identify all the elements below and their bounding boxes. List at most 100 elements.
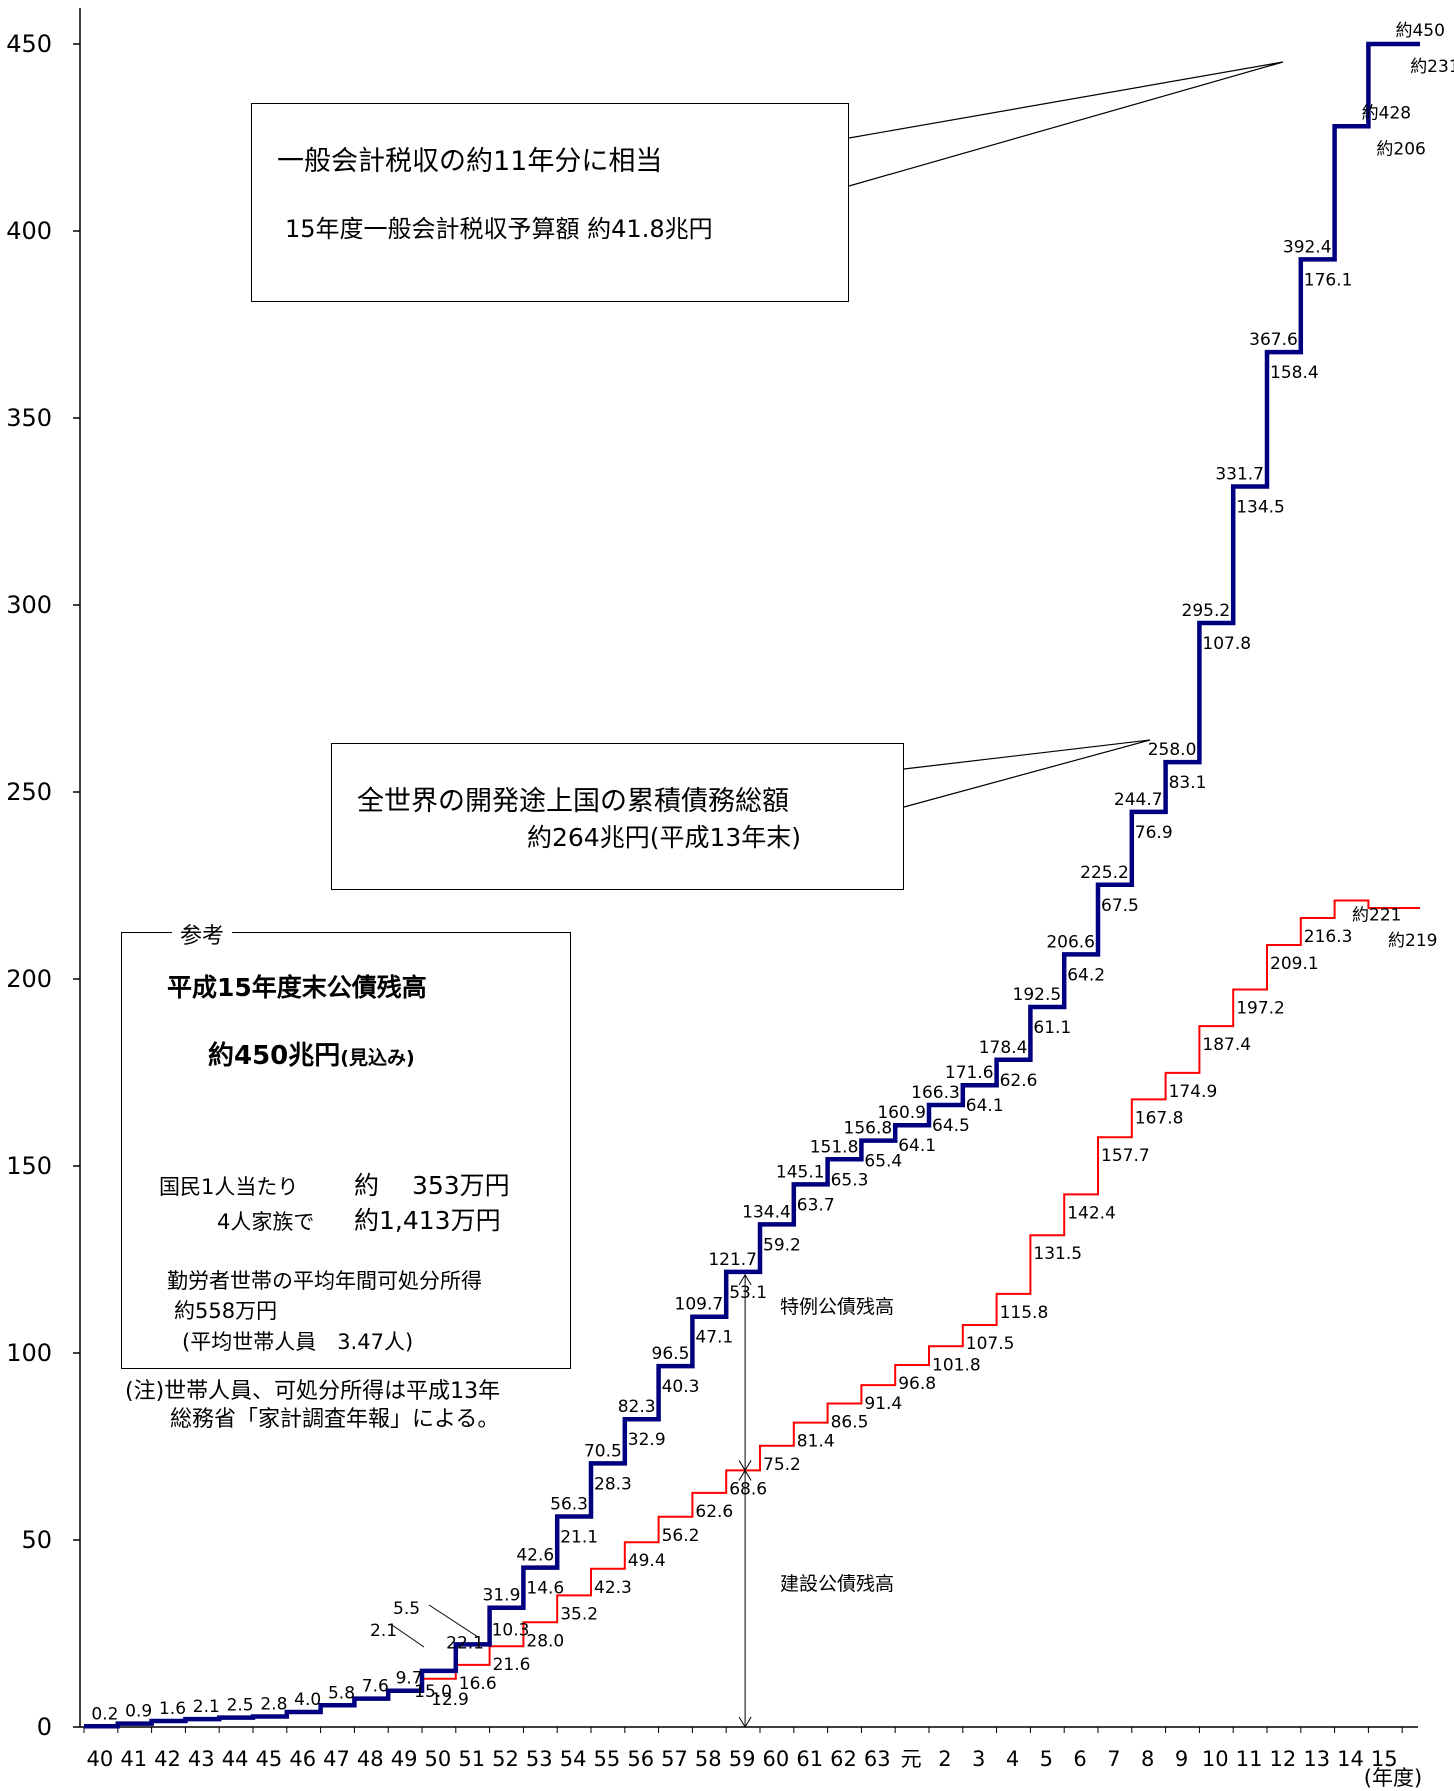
special-value-label: 134.5 — [1236, 497, 1285, 517]
x-tick-label: 44 — [222, 1747, 249, 1771]
total-value-label: 4.0 — [294, 1690, 321, 1710]
per-capita-label: 国民1人当たり — [159, 1175, 299, 1199]
x-tick-label: 13 — [1303, 1747, 1330, 1771]
x-tick-label: 10 — [1202, 1747, 1229, 1771]
special-value-label: 約206 — [1376, 139, 1425, 159]
construction-value-label: 91.4 — [864, 1394, 902, 1414]
x-tick-label: 2 — [938, 1747, 951, 1771]
x-tick-label: 43 — [188, 1747, 215, 1771]
x-tick-label: 62 — [830, 1747, 857, 1771]
ref-amount: 約450兆円(見込み) — [208, 1035, 415, 1072]
total-value-label: 121.7 — [708, 1250, 757, 1270]
footnote-line1: (注)世帯人員、可処分所得は平成13年 — [125, 1379, 501, 1404]
x-tick-label: 7 — [1107, 1747, 1120, 1771]
construction-value-label: 86.5 — [831, 1412, 869, 1432]
family-label: 4人家族で — [217, 1210, 315, 1234]
special-value-label: 64.2 — [1067, 965, 1105, 985]
construction-value-label: 209.1 — [1270, 954, 1319, 974]
x-axis-title: (年度) — [1364, 1766, 1422, 1790]
construction-value-label: 35.2 — [560, 1604, 598, 1624]
total-value-label: 31.9 — [483, 1586, 521, 1606]
total-value-label: 5.8 — [328, 1683, 355, 1703]
x-tick-label: 48 — [357, 1747, 384, 1771]
x-tick-label: 11 — [1236, 1747, 1263, 1771]
construction-value-label: 75.2 — [763, 1455, 801, 1475]
footnote-line2: 総務省「家計調査年報」による。 — [170, 1407, 500, 1432]
total-value-label: 2.8 — [260, 1695, 287, 1715]
special-bond-label: 特例公債残高 — [780, 1296, 894, 1318]
special-value-label: 10.3 — [492, 1621, 530, 1641]
tax-callout-pointer — [848, 61, 1284, 187]
arrow-head-icon — [738, 1273, 752, 1286]
x-tick-label: 63 — [864, 1747, 891, 1771]
total-value-label: 2.1 — [193, 1697, 220, 1717]
construction-value-label: 49.4 — [628, 1551, 666, 1571]
special-value-label: 21.1 — [560, 1527, 598, 1547]
total-value-label: 160.9 — [877, 1103, 926, 1123]
total-value-label: 15.0 — [414, 1682, 452, 1702]
y-tick-label: 400 — [6, 217, 52, 245]
special-value-label: 59.2 — [763, 1235, 801, 1255]
construction-value-label: 28.0 — [526, 1631, 564, 1651]
construction-value-label: 197.2 — [1236, 998, 1285, 1018]
special-value-label: 5.5 — [393, 1599, 420, 1619]
construction-value-label: 81.4 — [797, 1432, 835, 1452]
x-tick-label: 61 — [796, 1747, 823, 1771]
total-value-label: 82.3 — [618, 1397, 656, 1417]
total-value-label: 258.0 — [1148, 740, 1197, 760]
total-value-label: 225.2 — [1080, 863, 1129, 883]
reference-legend: 参考 — [172, 918, 233, 950]
special-value-label: 61.1 — [1033, 1018, 1071, 1038]
special-value-label: 2.1 — [370, 1621, 397, 1641]
total-value-label: 206.6 — [1046, 932, 1095, 952]
total-value-label: 156.8 — [844, 1119, 893, 1139]
x-tick-label: 60 — [763, 1747, 790, 1771]
arrow-head-icon — [738, 1716, 752, 1728]
ref-title: 平成15年度末公債残高 — [167, 973, 427, 1002]
total-value-label: 0.2 — [91, 1704, 118, 1724]
x-tick-label: 4 — [1006, 1747, 1019, 1771]
income-value: 約558万円 — [174, 1299, 278, 1323]
x-tick-label: 54 — [560, 1747, 587, 1771]
x-tick-label: 40 — [87, 1747, 114, 1771]
y-tick-label: 350 — [6, 404, 52, 432]
special-value-label: 107.8 — [1202, 634, 1251, 654]
special-value-label: 76.9 — [1135, 823, 1173, 843]
construction-bond-label: 建設公債残高 — [780, 1573, 894, 1595]
family-value: 約1,413万円 — [354, 1206, 501, 1235]
construction-value-label: 約221 — [1352, 905, 1401, 925]
x-tick-label: 52 — [492, 1747, 519, 1771]
tax-comparison-line1: 一般会計税収の約11年分に相当 — [277, 146, 663, 177]
x-tick-label: 15 — [1371, 1747, 1398, 1771]
total-value-label: 56.3 — [550, 1494, 588, 1514]
total-value-label: 171.6 — [945, 1063, 994, 1083]
special-value-label: 47.1 — [695, 1328, 733, 1348]
x-tick-label: 53 — [526, 1747, 553, 1771]
tax-comparison-line2: 15年度一般会計税収予算額 約41.8兆円 — [285, 215, 713, 243]
x-tick-label: 42 — [154, 1747, 181, 1771]
y-tick-label: 450 — [6, 30, 52, 58]
y-tick-label: 300 — [6, 591, 52, 619]
y-tick-label: 250 — [6, 778, 52, 806]
total-value-label: 134.4 — [742, 1202, 791, 1222]
x-tick-label: 59 — [729, 1747, 756, 1771]
y-tick-label: 100 — [6, 1339, 52, 1367]
special-value-label: 64.5 — [932, 1116, 970, 1136]
total-value-label: 295.2 — [1182, 601, 1231, 621]
x-tick-label: 55 — [594, 1747, 621, 1771]
developing-debt-line2: 約264兆円(平成13年末) — [527, 823, 802, 852]
total-value-label: 145.1 — [776, 1162, 825, 1182]
construction-value-label: 16.6 — [459, 1674, 497, 1694]
total-value-label: 約428 — [1362, 103, 1411, 123]
special-value-label: 64.1 — [898, 1136, 936, 1156]
reference-box: 平成15年度末公債残高 約450兆円(見込み) 国民1人当たり 約 353万円 … — [121, 932, 571, 1369]
x-tick-label: 56 — [627, 1747, 654, 1771]
special-value-label: 28.3 — [594, 1474, 632, 1494]
x-tick-label: 元 — [901, 1747, 922, 1771]
developing-debt-box: 全世界の開発途上国の累積債務総額 約264兆円(平成13年末) — [331, 743, 904, 890]
special-value-label: 158.4 — [1270, 363, 1319, 383]
special-value-label: 14.6 — [526, 1579, 564, 1599]
construction-value-label: 42.3 — [594, 1578, 632, 1598]
total-value-label: 約450 — [1395, 21, 1444, 41]
construction-value-label: 115.8 — [1000, 1303, 1049, 1323]
